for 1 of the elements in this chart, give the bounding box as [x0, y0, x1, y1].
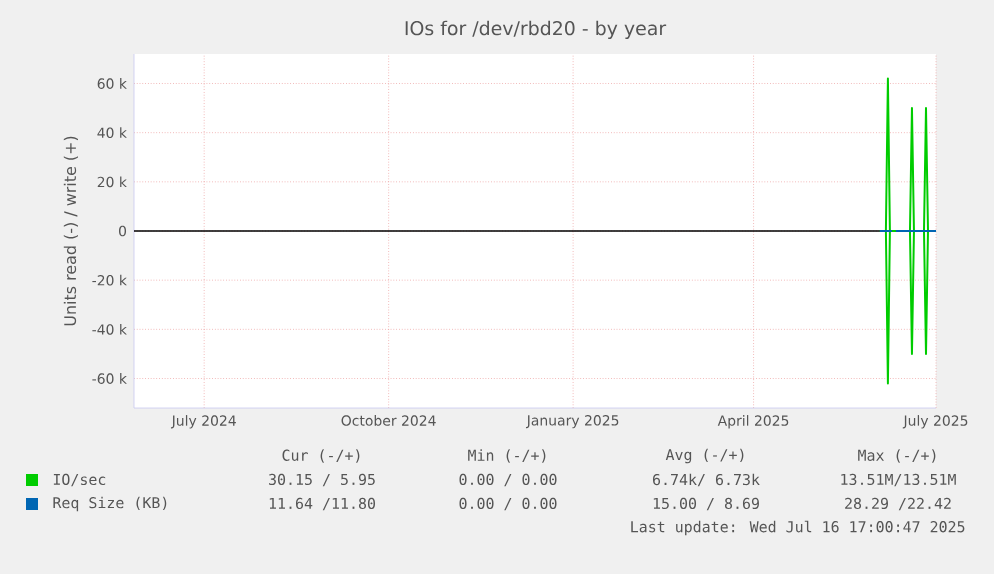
chart-title: IOs for /dev/rbd20 - by year: [405, 20, 667, 39]
